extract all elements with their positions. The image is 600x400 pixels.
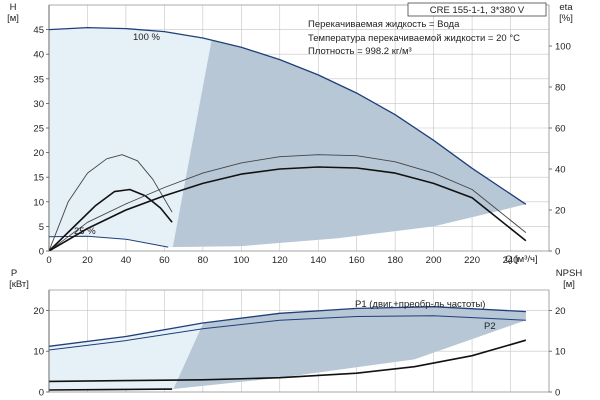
top-y-right-tick-label: 80 xyxy=(555,83,566,94)
top-x-tick-label: 180 xyxy=(387,255,403,266)
top-x-tick-label: 140 xyxy=(310,255,326,266)
bottom-series-line-3 xyxy=(49,339,527,383)
top-y-right-tick-label: 20 xyxy=(555,206,566,217)
y-left-unit: [м] xyxy=(7,13,19,24)
curve-label-25: 25 % xyxy=(74,226,96,237)
y-right-symbol: eta xyxy=(559,2,573,13)
series-label-p2: P2 xyxy=(484,321,496,332)
top-series-line-4 xyxy=(49,154,527,251)
power-axis-symbol: P xyxy=(11,268,17,279)
top-y-left-tick-label: 45 xyxy=(33,25,44,36)
curve-label-100: 100 % xyxy=(133,32,160,43)
top-panel-tick-labels: 0 5 10 15 20 25 30 35 40 45 0 20 40 60 80 100 0 20 40 60 80 1… xyxy=(33,5,571,266)
top-series-line-2 xyxy=(49,154,173,251)
bottom-y-left-tick-label: 0 xyxy=(39,388,44,399)
bottom-series-line-1 xyxy=(49,315,526,351)
npsh-axis-unit: [м] xyxy=(563,279,575,290)
annotation-liquid: Перекачиваемая жидкость = Вода xyxy=(308,19,460,30)
top-y-left-tick-label: 5 xyxy=(39,222,44,233)
top-y-left-tick-label: 25 xyxy=(33,124,44,135)
top-x-tick-label: 160 xyxy=(349,255,365,266)
top-y-left-tick-label: 30 xyxy=(33,99,44,110)
top-y-right-tick-label: 40 xyxy=(555,165,566,176)
top-x-tick-label: 60 xyxy=(159,255,170,266)
top-y-left-tick-label: 35 xyxy=(33,74,44,85)
top-x-tick-label: 240 xyxy=(503,255,519,266)
bottom-y-left-tick-label: 10 xyxy=(33,347,44,358)
bottom-y-right-tick-label: 10 xyxy=(555,347,566,358)
x-axis-label: Q [м³/ч] xyxy=(505,254,538,265)
top-y-left-tick-label: 15 xyxy=(33,173,44,184)
top-x-tick-label: 200 xyxy=(426,255,442,266)
top-x-tick-label: 40 xyxy=(121,255,132,266)
top-y-left-tick-label: 20 xyxy=(33,148,44,159)
annotation-density: Плотность = 998.2 кг/м³ xyxy=(308,46,412,57)
top-y-right-tick-label: 60 xyxy=(555,124,566,135)
y-right-unit: [%] xyxy=(559,13,573,24)
top-x-tick-label: 100 xyxy=(233,255,249,266)
top-series-line-3 xyxy=(49,188,173,251)
series-label-p1: P1 (двиг.+преобр-ль частоты) xyxy=(355,299,485,310)
bottom-y-left-tick-label: 20 xyxy=(33,306,44,317)
top-panel-curves xyxy=(49,26,527,251)
top-y-right-tick-label: 100 xyxy=(555,42,571,53)
top-y-right-tick-label: 0 xyxy=(555,247,560,258)
bottom-panel-tick-labels: 0 10 20 0 10 20 xyxy=(33,290,566,399)
top-series-line-5 xyxy=(49,166,527,251)
top-x-tick-label: 220 xyxy=(464,255,480,266)
top-y-left-tick-label: 0 xyxy=(39,247,44,258)
y-left-symbol: H xyxy=(10,2,17,13)
top-x-tick-label: 120 xyxy=(272,255,288,266)
bottom-series-line-0 xyxy=(49,306,526,347)
chart-title: CRE 155-1-1, 3*380 V xyxy=(430,5,525,16)
top-x-tick-label: 20 xyxy=(82,255,93,266)
bottom-panel-curves xyxy=(49,306,527,391)
top-y-left-tick-label: 40 xyxy=(33,50,44,61)
power-axis-unit: [кВт] xyxy=(9,279,29,290)
top-y-left-tick-label: 10 xyxy=(33,197,44,208)
top-x-tick-label: 0 xyxy=(46,255,51,266)
bottom-series-line-4 xyxy=(49,388,173,391)
npsh-axis-symbol: NPSH xyxy=(556,268,583,279)
title-box xyxy=(407,2,547,17)
bottom-y-right-tick-label: 0 xyxy=(555,388,560,399)
annotation-temperature: Температура перекачиваемой жидкости = 20… xyxy=(308,33,520,44)
bottom-y-right-tick-label: 20 xyxy=(555,306,566,317)
top-series-line-0 xyxy=(49,26,527,205)
top-x-tick-label: 80 xyxy=(198,255,209,266)
